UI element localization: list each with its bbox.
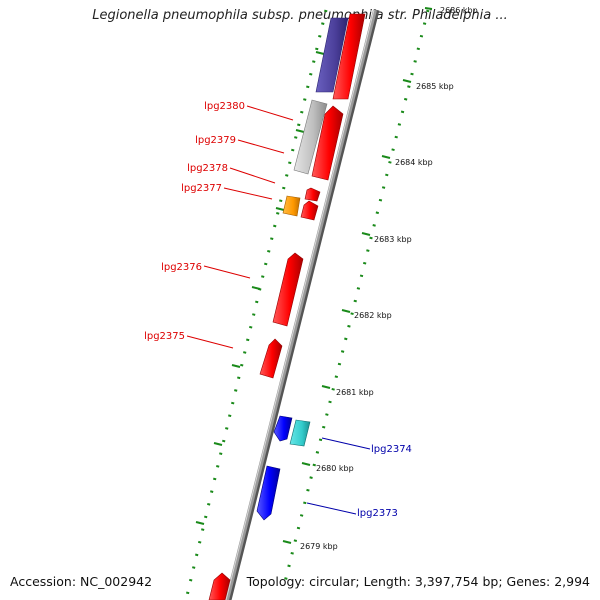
- leader-lpg2375: [186, 335, 234, 349]
- kbp-tick-group: [195, 7, 433, 544]
- inner-tick-c: [275, 207, 285, 211]
- label-lpg2378[interactable]: lpg2378: [187, 163, 228, 174]
- tick-mark-2685: [402, 79, 412, 83]
- tick-mark-2686: [424, 7, 433, 10]
- leader-lpg2377: [223, 187, 273, 200]
- label-lpg2376[interactable]: lpg2376: [161, 262, 202, 273]
- tick-label-2679: 2679 kbp: [300, 542, 338, 551]
- purple-gene-feature[interactable]: [315, 17, 349, 93]
- label-lpg2377[interactable]: lpg2377: [181, 183, 222, 194]
- leader-lpg2379: [237, 139, 285, 154]
- gene-lpg2377[interactable]: [300, 200, 319, 221]
- leader-lpg2378: [229, 167, 276, 184]
- gene-lpg2379[interactable]: [311, 105, 344, 181]
- label-lpg2380[interactable]: lpg2380: [204, 101, 245, 112]
- tick-mark-2680: [301, 462, 311, 466]
- backbone-highlight: [225, 9, 375, 600]
- leader-lpg2376: [203, 265, 251, 279]
- tick-mark-2679: [282, 540, 292, 544]
- inner-tick-b: [295, 129, 305, 133]
- genome-title: Legionella pneumophila subsp. pneumophil…: [92, 8, 508, 23]
- label-lpg2374[interactable]: lpg2374: [371, 444, 412, 455]
- inner-tick-f: [213, 442, 223, 446]
- leader-lpg2373: [306, 502, 357, 515]
- tick-mark-2683: [361, 232, 371, 236]
- gene-lpg2374[interactable]: [289, 419, 311, 447]
- gene-lpg2374-dark[interactable]: [273, 415, 293, 442]
- red-gene-feature-bottom[interactable]: [208, 572, 231, 600]
- tick-label-2684: 2684 kbp: [395, 158, 433, 167]
- tick-label-2680: 2680 kbp: [316, 464, 354, 473]
- label-lpg2373[interactable]: lpg2373: [357, 508, 398, 519]
- leader-lpg2374: [321, 437, 371, 450]
- tick-label-2686: 2686 kbp: [440, 6, 478, 15]
- inner-tick-d: [251, 286, 261, 290]
- label-lpg2375[interactable]: lpg2375: [144, 331, 185, 342]
- gene-lpg2376[interactable]: [272, 252, 304, 327]
- inner-tick-g: [195, 521, 205, 525]
- tick-mark-2682: [341, 309, 351, 313]
- topology-summary: Topology: circular; Length: 3,397,754 bp…: [246, 574, 590, 589]
- backbone-ring: [225, 9, 377, 600]
- label-lpg2379[interactable]: lpg2379: [195, 135, 236, 146]
- tick-label-2682: 2682 kbp: [354, 311, 392, 320]
- leader-lpg2380: [246, 105, 294, 121]
- red-gene-feature-top[interactable]: [332, 13, 366, 100]
- gene-lpg2375[interactable]: [259, 338, 283, 379]
- tick-mark-2684: [381, 155, 391, 159]
- accession-info: Accession: NC_002942: [10, 574, 153, 589]
- inner-tick-e: [231, 364, 241, 368]
- inner-tick-a: [315, 51, 325, 55]
- tick-label-2681: 2681 kbp: [336, 388, 374, 397]
- orange-gene-feature[interactable]: [282, 195, 301, 217]
- gene-lpg2378[interactable]: [304, 187, 321, 202]
- gene-lpg2380[interactable]: [293, 99, 328, 175]
- tick-label-2685: 2685 kbp: [416, 82, 454, 91]
- gene-lpg2373[interactable]: [256, 465, 281, 521]
- tick-label-2683: 2683 kbp: [374, 235, 412, 244]
- tick-mark-2681: [321, 385, 331, 389]
